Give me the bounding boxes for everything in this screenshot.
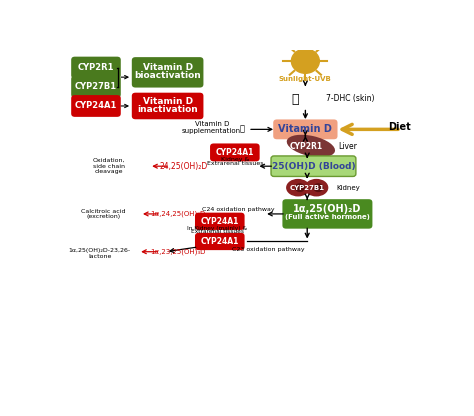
Text: CYP2R1: CYP2R1	[290, 141, 323, 151]
Text: CYP2R1: CYP2R1	[78, 63, 114, 72]
Text: bioactivation: bioactivation	[134, 71, 201, 80]
Text: Vitamin D: Vitamin D	[143, 97, 192, 106]
FancyBboxPatch shape	[210, 144, 260, 161]
Text: CYP24A1: CYP24A1	[201, 237, 239, 246]
Ellipse shape	[286, 179, 310, 196]
Text: Vitamin D: Vitamin D	[143, 63, 192, 72]
FancyBboxPatch shape	[195, 233, 245, 250]
Text: 1α,23,25(OH)₃D: 1α,23,25(OH)₃D	[150, 248, 206, 255]
Text: CYP27B1: CYP27B1	[290, 185, 325, 191]
Text: Kidney &: Kidney &	[221, 157, 249, 162]
Text: CYP24A1: CYP24A1	[75, 102, 117, 111]
Text: Oxidation,
side chain
cleavage: Oxidation, side chain cleavage	[92, 158, 125, 174]
Ellipse shape	[304, 179, 328, 196]
FancyBboxPatch shape	[195, 213, 245, 230]
Text: Kidney: Kidney	[337, 185, 360, 191]
FancyBboxPatch shape	[273, 119, 337, 139]
Ellipse shape	[287, 135, 335, 157]
FancyBboxPatch shape	[283, 199, 373, 229]
FancyBboxPatch shape	[71, 76, 121, 98]
FancyBboxPatch shape	[132, 57, 203, 87]
Text: Diet: Diet	[388, 122, 411, 132]
Text: Extrarenal tissues: Extrarenal tissues	[191, 229, 244, 234]
FancyBboxPatch shape	[71, 95, 121, 117]
Text: 25(OH)D (Blood): 25(OH)D (Blood)	[272, 162, 356, 171]
Text: 🏃: 🏃	[292, 93, 299, 106]
Circle shape	[292, 49, 319, 73]
FancyBboxPatch shape	[132, 93, 203, 119]
Text: 1α,25(OH)₂D-23,26-
lactone: 1α,25(OH)₂D-23,26- lactone	[69, 248, 131, 259]
Ellipse shape	[313, 183, 323, 192]
Text: Extrarenal tissues: Extrarenal tissues	[207, 161, 263, 166]
Text: Liver: Liver	[338, 141, 357, 151]
Text: C24 oxidation pathway: C24 oxidation pathway	[202, 207, 275, 212]
Text: 🧴: 🧴	[240, 124, 245, 134]
Text: CYP24A1: CYP24A1	[216, 148, 254, 157]
FancyBboxPatch shape	[271, 156, 356, 176]
Text: inactivation: inactivation	[137, 105, 198, 114]
Text: Sunlight-UVB: Sunlight-UVB	[279, 76, 332, 82]
Text: In Kidney (mainly) &: In Kidney (mainly) &	[187, 225, 247, 230]
Text: 1α,25(OH)₂D: 1α,25(OH)₂D	[293, 204, 362, 214]
Text: (Full active hormone): (Full active hormone)	[285, 214, 370, 220]
Text: C23 oxidation pathway: C23 oxidation pathway	[232, 247, 305, 252]
Text: CYP27B1: CYP27B1	[75, 82, 117, 91]
Text: Vitamin D: Vitamin D	[278, 124, 332, 134]
Text: Vitamin D
supplementation: Vitamin D supplementation	[182, 121, 241, 134]
Ellipse shape	[295, 183, 305, 192]
Text: CYP24A1: CYP24A1	[201, 217, 239, 226]
Text: 1α,24,25(OH)₃D: 1α,24,25(OH)₃D	[150, 210, 206, 217]
Text: 7-DHC (skin): 7-DHC (skin)	[326, 94, 374, 103]
Text: Calcitroic acid
(excretion): Calcitroic acid (excretion)	[81, 208, 126, 219]
FancyBboxPatch shape	[71, 57, 121, 79]
Text: 24,25(OH)₂D: 24,25(OH)₂D	[159, 162, 208, 171]
